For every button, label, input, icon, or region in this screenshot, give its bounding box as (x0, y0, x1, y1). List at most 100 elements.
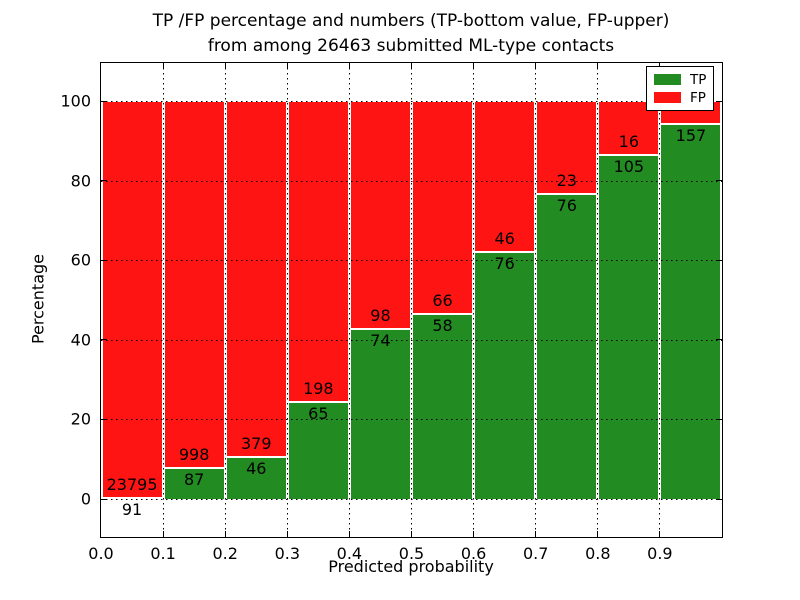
chart-title-line2: from among 26463 submitted ML-type conta… (207, 36, 615, 56)
v-gridline (597, 63, 599, 537)
y-tick-label: 60 (70, 250, 91, 270)
fp-count-label: 23 (556, 171, 577, 191)
tp-count-label: 87 (183, 470, 205, 490)
x-tick-mark (162, 531, 164, 537)
x-tick-mark (162, 63, 164, 69)
y-tick-mark (716, 498, 722, 500)
fp-count-label: 23795 (106, 475, 158, 495)
bar-tp-segment (413, 312, 473, 499)
legend: TP FP (646, 66, 714, 111)
y-tick-label: 40 (70, 330, 91, 350)
y-tick-mark (716, 100, 722, 102)
y-tick-mark (101, 259, 107, 261)
y-tick-label: 80 (70, 171, 91, 191)
x-tick-mark (224, 63, 226, 69)
bar-fp-segment (537, 101, 597, 194)
tp-count-label: 58 (432, 315, 453, 335)
fp-count-label: 198 (303, 378, 334, 398)
chart-title-line1: TP /FP percentage and numbers (TP-bottom… (152, 11, 670, 31)
h-gridline (101, 260, 722, 262)
fp-count-label: 379 (240, 433, 272, 453)
bar-fp-segment (475, 101, 535, 252)
bar-fp-segment (102, 101, 162, 498)
bar-tp-segment (475, 251, 535, 499)
x-tick-label: 0.0 (88, 544, 114, 563)
x-tick-mark (659, 531, 661, 537)
x-tick-mark (473, 63, 475, 69)
y-tick-mark (101, 418, 107, 421)
bar-fp-segment (288, 101, 348, 401)
chart-title: TP /FP percentage and numbers (TP-bottom… (100, 9, 722, 59)
tp-count-label: 91 (121, 500, 143, 520)
x-tick-mark (597, 63, 599, 69)
x-tick-mark (286, 531, 288, 537)
h-gridline (101, 419, 722, 421)
y-tick-mark (101, 339, 107, 341)
x-tick-mark (535, 63, 537, 69)
y-tick-label: 20 (70, 409, 91, 429)
x-tick-mark (348, 531, 350, 537)
plot-area: TP FP 23795 91 998 87 379 46 198 65 98 74 66 58 46 76… (60, 62, 723, 563)
h-gridline (101, 101, 722, 102)
bar-tp-segment (537, 193, 597, 499)
y-tick-label: 100 (60, 91, 91, 111)
bar-fp-segment (226, 101, 286, 456)
bar-fp-segment (164, 101, 224, 468)
x-tick-label: 0.5 (398, 544, 425, 563)
x-tick-label: 0.6 (460, 544, 487, 563)
x-tick-label: 0.4 (336, 544, 363, 563)
x-tick-mark (286, 63, 288, 69)
bar-tp-segment (288, 400, 348, 499)
fp-count-label: 66 (432, 290, 453, 310)
fp-count-label: 16 (618, 131, 640, 151)
tp-count-label: 157 (675, 125, 707, 145)
y-tick-mark (716, 180, 722, 182)
tp-count-label: 76 (494, 254, 515, 274)
x-tick-mark (535, 531, 537, 537)
fp-swatch-icon (654, 92, 681, 103)
v-gridline (411, 63, 412, 537)
x-axis-label: Predicted probability (328, 557, 494, 576)
legend-entry-tp: TP (647, 73, 713, 87)
fp-count-label: 98 (370, 305, 391, 325)
x-tick-label: 0.2 (212, 544, 238, 563)
x-tick-label: 0.1 (150, 544, 176, 563)
x-tick-label: 0.9 (647, 544, 673, 563)
v-gridline (348, 63, 350, 537)
v-gridline (286, 63, 288, 537)
y-tick-mark (716, 418, 722, 421)
tp-swatch-icon (654, 74, 681, 85)
bar-fp-segment (413, 101, 473, 313)
y-tick-mark (101, 498, 107, 500)
x-tick-mark (473, 531, 475, 537)
y-tick-mark (101, 180, 107, 182)
h-gridline (101, 180, 722, 182)
x-tick-mark (597, 531, 599, 537)
tp-count-label: 65 (308, 403, 329, 423)
bar-tp-segment (226, 455, 286, 499)
v-gridline (473, 63, 475, 537)
tp-count-label: 76 (556, 196, 577, 216)
h-gridline (101, 499, 722, 500)
y-tick-label: 0 (80, 489, 91, 509)
x-tick-mark (410, 531, 413, 537)
x-tick-mark (224, 531, 226, 537)
legend-tp-label: TP (690, 71, 707, 88)
v-gridline (659, 63, 661, 537)
x-tick-label: 0.7 (522, 544, 549, 563)
x-tick-mark (410, 63, 413, 69)
bar-tp-segment (164, 467, 224, 499)
y-tick-mark (101, 100, 107, 102)
v-gridline (224, 63, 226, 537)
fp-count-label: 46 (494, 229, 515, 249)
y-tick-mark (716, 339, 722, 341)
tp-count-label: 46 (246, 458, 267, 478)
bar-tp-segment (599, 153, 659, 499)
x-tick-mark (348, 63, 350, 69)
bar-tp-segment (661, 122, 721, 499)
v-gridline (162, 63, 164, 537)
legend-entry-fp: FP (647, 91, 713, 105)
bar-tp-segment (350, 327, 410, 499)
x-tick-label: 0.8 (585, 544, 611, 563)
